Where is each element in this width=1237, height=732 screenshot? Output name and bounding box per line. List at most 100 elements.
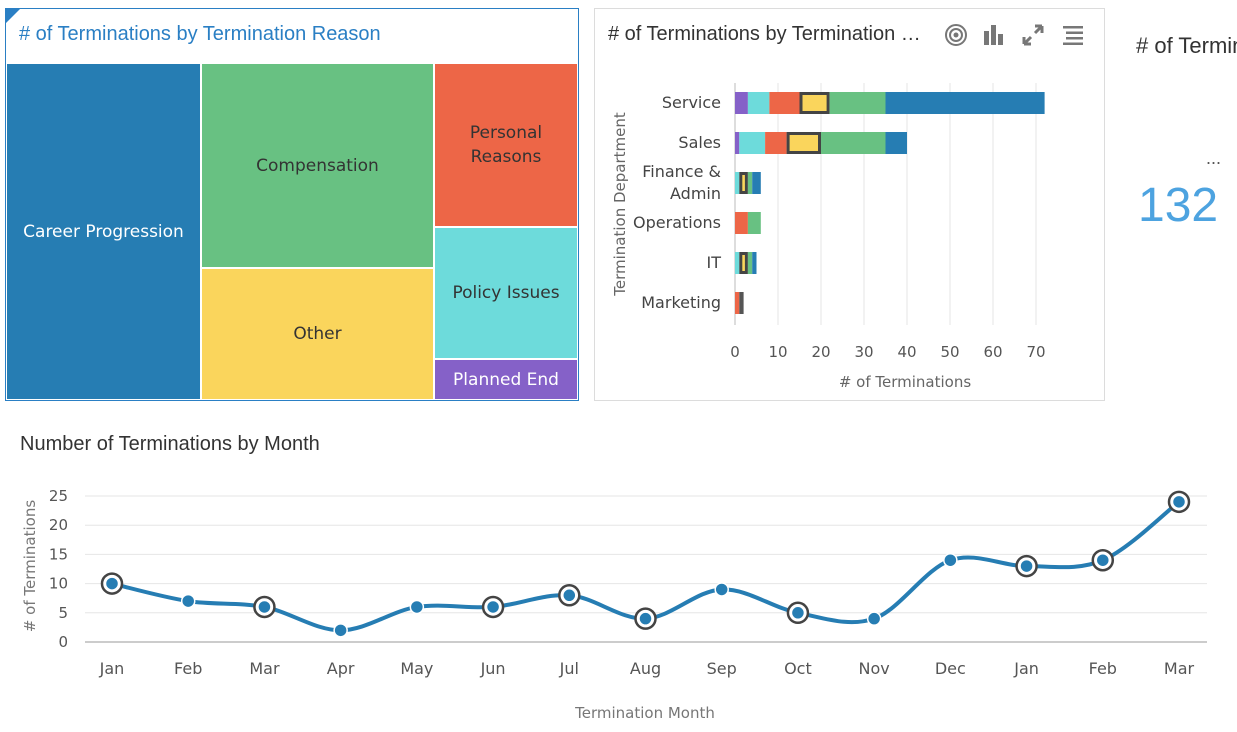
bar-segment[interactable] [752,172,761,194]
bar-segment[interactable] [735,172,740,194]
bar-segment[interactable] [747,252,753,274]
x-tick-label: Mar [249,659,280,678]
selection-corner-marker [6,9,20,23]
treemap-cell-label: Compensation [256,155,379,176]
bar-segment[interactable] [739,252,748,274]
bar-segment[interactable] [735,252,740,274]
treemap-cell-compensation[interactable]: Compensation [201,63,434,268]
data-point[interactable] [866,611,882,626]
data-point[interactable] [1095,552,1111,568]
x-tick-label: Dec [935,659,966,678]
treemap-title: # of Terminations by Termination Reason [19,23,381,45]
treemap-cell-planned-end[interactable]: Planned End [434,359,578,400]
data-point[interactable] [562,588,577,603]
y-tick-label: 5 [58,604,68,622]
x-tick-label: Feb [1089,659,1117,678]
x-tick-label: 0 [730,343,740,361]
y-axis-label: # of Terminations [21,500,39,633]
x-tick-label: 30 [854,343,873,361]
bar-segment[interactable] [735,212,748,234]
x-tick-label: Jan [99,659,125,678]
treemap-cell-other[interactable]: Other [201,268,434,400]
bar-segment[interactable] [747,172,753,194]
y-axis-label: Termination Department [611,112,629,297]
bar-segment[interactable] [752,252,757,274]
data-point[interactable] [1019,558,1034,574]
line-chart-title: Number of Terminations by Month [20,433,320,455]
treemap-cell-policy-issues[interactable]: Policy Issues [434,227,578,359]
bar-segment[interactable] [735,92,748,114]
x-tick-label: Jun [480,659,506,678]
treemap-cell-career-progression[interactable]: Career Progression [6,63,201,400]
bar-segment[interactable] [747,212,761,234]
x-tick-label: Apr [327,659,355,678]
bar-segment[interactable] [885,132,908,154]
menu-icon[interactable] [1061,23,1085,47]
x-tick-label: Feb [174,659,202,678]
bar-segment[interactable] [739,292,744,314]
line-chart: 0 5 10 15 20 25 Jan Feb Mar Apr May Jun Jul Aug Sep Oct… [21,487,1207,722]
category-label: Sales [678,133,721,152]
x-tick-label: May [400,659,433,678]
bar-segment[interactable] [739,132,766,154]
data-point[interactable] [180,593,196,609]
bar-segment[interactable] [829,92,886,114]
kpi-value: 132 [1138,179,1219,232]
x-tick-label: Nov [859,659,890,678]
x-tick-label: 70 [1026,343,1045,361]
category-label: Admin [670,184,721,203]
bar-chart-panel: # of Terminations by Termination Departm… [594,8,1105,401]
bar-segment[interactable] [799,92,830,114]
data-point[interactable] [485,599,501,615]
bar-segment[interactable] [885,92,1045,114]
x-tick-label: Sep [707,659,737,678]
bar-segment[interactable] [735,132,740,154]
bar-segment[interactable] [747,92,770,114]
x-tick-label: Jul [559,659,579,678]
bar-segment[interactable] [739,172,748,194]
bar-segment[interactable] [769,92,800,114]
treemap-panel: # of Terminations by Termination Reason … [5,8,579,401]
treemap-cell-label: Policy Issues [452,283,560,303]
treemap-cell-label: Planned End [453,369,559,390]
category-label: Marketing [641,293,721,312]
bar-segment[interactable] [765,132,787,154]
y-tick-label: 20 [49,516,68,534]
treemap-cell-label: Other [293,324,342,344]
category-label: IT [707,253,722,272]
line-chart-panel: Number of Terminations by Month 0 5 10 15 20… [0,420,1237,732]
bar-segment[interactable] [786,132,822,154]
category-label: Finance & [642,162,721,181]
treemap-cell-label: Personal Reasons [469,123,543,167]
data-point[interactable] [409,599,425,615]
bar-segment[interactable] [821,132,886,154]
data-point[interactable] [943,552,958,568]
bar-chart: 0 10 20 30 40 50 60 70 # of Terminations Terminat… [611,83,1046,391]
x-tick-label: 20 [811,343,830,361]
bar-chart-icon[interactable] [982,23,1006,47]
x-tick-label: 60 [983,343,1002,361]
bar-segment[interactable] [735,292,740,314]
kpi-title: # of Terminations [1136,33,1237,58]
data-point[interactable] [104,576,120,591]
data-point[interactable] [790,605,806,621]
expand-icon[interactable] [1021,23,1045,47]
data-point[interactable] [333,623,348,638]
x-tick-label: Mar [1164,659,1195,678]
x-tick-label: 10 [768,343,787,361]
treemap-cell-label: Career Progression [23,221,184,242]
treemap-cell-personal-reasons[interactable]: Personal Reasons [434,63,578,227]
data-point[interactable] [714,582,729,597]
data-point[interactable] [638,611,653,626]
x-axis-label: Termination Month [574,704,715,722]
y-tick-label: 10 [49,575,68,593]
x-tick-label: 50 [940,343,959,361]
kpi-panel: # of Terminations ... 132 [1120,8,1237,401]
x-tick-label: 40 [897,343,916,361]
data-point[interactable] [1171,494,1187,510]
data-point[interactable] [257,599,272,615]
target-icon[interactable] [944,23,968,47]
kpi-more-button[interactable]: ... [1205,148,1221,168]
y-tick-label: 15 [49,545,68,563]
category-label: Operations [633,213,721,232]
